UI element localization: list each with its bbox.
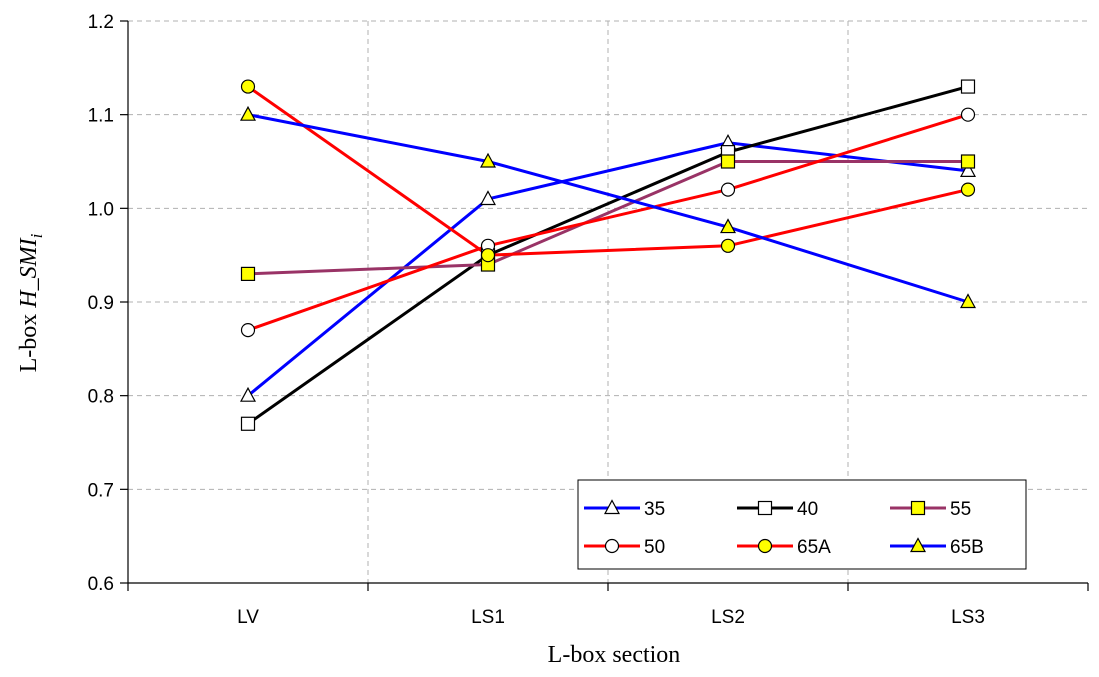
- y-tick-label: 0.7: [88, 480, 114, 501]
- series-line-35: [247, 141, 969, 397]
- legend-marker-65b: [909, 537, 927, 553]
- data-point-65a: [720, 238, 736, 253]
- series-line-65a: [247, 85, 969, 257]
- tick-labels: 0.6 0.7 0.8 0.9 1.0 1.1 1.2 LV LS1 LS2 LS3: [88, 12, 985, 628]
- series-line-40: [247, 85, 969, 425]
- data-series: [239, 79, 977, 431]
- y-tick-label: 1.2: [88, 12, 114, 33]
- legend: 35 40 55 50 65A 65B: [577, 479, 1027, 570]
- legend-label-65a: 65A: [797, 537, 831, 558]
- y-axis-title-subscript: i: [27, 233, 46, 238]
- x-tick-label: LS1: [471, 607, 505, 628]
- data-point-65b: [239, 105, 257, 121]
- data-point-55: [960, 154, 976, 169]
- y-axis-title-prefix: L-box: [16, 308, 42, 373]
- series-line-50: [247, 113, 969, 332]
- data-point-50: [240, 323, 256, 338]
- y-tick-label: 0.8: [88, 387, 114, 408]
- x-tick-label: LV: [237, 607, 259, 628]
- legend-marker-35: [603, 499, 621, 515]
- x-axis-title: L-box section: [548, 642, 681, 668]
- data-point-55: [720, 154, 736, 169]
- data-point-35: [479, 190, 497, 206]
- legend-marker-40: [757, 500, 773, 516]
- y-tick-label: 1.1: [88, 106, 114, 127]
- data-point-50: [960, 107, 976, 122]
- data-point-65a: [240, 79, 256, 94]
- data-point-35: [959, 162, 977, 177]
- y-axis-title-variable: H_SMI: [16, 237, 42, 308]
- data-point-65b: [479, 152, 497, 168]
- data-point-65b: [719, 218, 737, 234]
- data-point-65a: [960, 182, 976, 197]
- data-point-50: [720, 182, 736, 197]
- data-point-65a: [480, 248, 496, 263]
- series-line-65b: [247, 113, 969, 304]
- y-tick-label: 0.9: [88, 293, 114, 314]
- data-point-55: [240, 266, 256, 281]
- x-tick-label: LS2: [711, 607, 745, 628]
- axes: [120, 20, 1089, 591]
- y-tick-label: 1.0: [88, 199, 114, 220]
- legend-label-50: 50: [644, 537, 665, 558]
- series-line-55: [247, 160, 968, 276]
- legend-label-55: 55: [950, 499, 971, 520]
- data-point-65b: [959, 293, 977, 309]
- legend-marker-55: [910, 500, 926, 516]
- x-tick-label: LS3: [951, 607, 985, 628]
- legend-label-35: 35: [644, 499, 665, 520]
- data-point-40: [240, 416, 256, 431]
- legend-label-65b: 65B: [950, 537, 984, 558]
- legend-marker-50: [604, 538, 620, 554]
- y-axis-title: L-box H_SMIi: [16, 233, 46, 372]
- legend-marker-65a: [757, 538, 773, 554]
- data-point-35: [239, 386, 257, 402]
- y-tick-label: 0.6: [88, 574, 114, 595]
- data-point-40: [960, 79, 976, 94]
- legend-label-40: 40: [797, 499, 818, 520]
- legend-box: [577, 479, 1027, 570]
